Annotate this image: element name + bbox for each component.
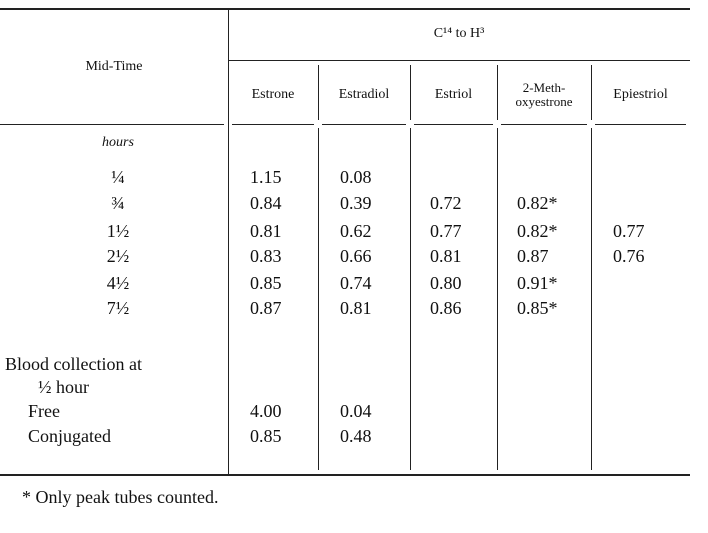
rule (591, 128, 593, 470)
row-label: 7½ (106, 298, 130, 318)
cell: 0.77 (613, 221, 645, 241)
rule (232, 124, 314, 126)
column-header: Mid-Time (85, 59, 143, 74)
rule (501, 124, 587, 126)
column-header: Estrone (251, 87, 295, 102)
cell: 0.81 (340, 298, 372, 318)
column-header: Epiestriol (613, 87, 668, 102)
cell: 0.39 (340, 193, 372, 213)
cell: 0.80 (430, 273, 462, 293)
unit-label: hours (102, 135, 134, 150)
cell: 0.82* (517, 193, 558, 213)
cell: 0.85 (250, 273, 282, 293)
row-label: ¼ (111, 167, 125, 187)
rule (0, 124, 224, 126)
rule (410, 128, 412, 470)
row-label: Free (28, 401, 60, 421)
cell: 1.15 (250, 167, 282, 187)
cell: 0.91* (517, 273, 558, 293)
rule (0, 8, 690, 10)
row-label: 1½ (106, 221, 130, 241)
rule (591, 65, 593, 120)
rule (228, 8, 230, 474)
column-header: oxyestrone (515, 94, 573, 109)
cell: 0.77 (430, 221, 462, 241)
footnote: * Only peak tubes counted. (22, 487, 219, 507)
cell: 0.72 (430, 193, 462, 213)
section-label: ½ hour (38, 377, 89, 397)
cell: 0.08 (340, 167, 372, 187)
rule (414, 124, 493, 126)
rule (0, 474, 690, 476)
cell: 0.85 (250, 426, 282, 446)
section-label: Blood collection at (5, 354, 142, 374)
column-header: 2-Meth- (522, 80, 566, 95)
row-label: 4½ (106, 273, 130, 293)
cell: 0.74 (340, 273, 372, 293)
rule (410, 65, 412, 120)
row-label: Conjugated (28, 426, 111, 446)
row-label: 2½ (106, 246, 130, 266)
rule (228, 60, 690, 62)
cell: 0.82* (517, 221, 558, 241)
cell: 0.81 (430, 246, 462, 266)
cell: 0.86 (430, 298, 462, 318)
column-header: Estradiol (338, 87, 390, 102)
rule (318, 128, 320, 470)
cell: 0.87 (517, 246, 549, 266)
cell: 0.04 (340, 401, 372, 421)
group-header: C¹⁴ to H³ (433, 26, 485, 41)
rule (497, 128, 499, 470)
rule (497, 65, 499, 120)
cell: 0.76 (613, 246, 645, 266)
cell: 0.87 (250, 298, 282, 318)
cell: 0.81 (250, 221, 282, 241)
row-label: ¾ (111, 193, 125, 213)
cell: 0.85* (517, 298, 558, 318)
rule (595, 124, 686, 126)
cell: 0.84 (250, 193, 282, 213)
cell: 0.48 (340, 426, 372, 446)
cell: 0.62 (340, 221, 372, 241)
column-header: Estriol (434, 87, 473, 102)
cell: 4.00 (250, 401, 282, 421)
cell: 0.66 (340, 246, 372, 266)
cell: 0.83 (250, 246, 282, 266)
rule (322, 124, 406, 126)
rule (318, 65, 320, 120)
